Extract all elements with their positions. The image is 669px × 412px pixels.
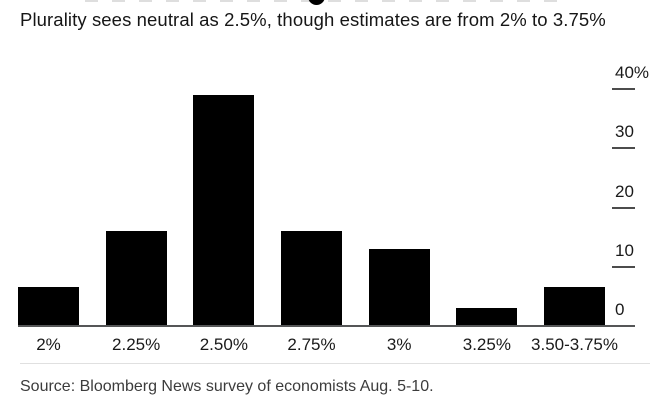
chart-subtitle: Plurality sees neutral as 2.5%, though e…: [20, 9, 606, 30]
y-axis-tick-10: [612, 265, 635, 268]
clipped-headline-descender: [308, 0, 325, 5]
y-axis-label-30: 30: [615, 122, 634, 142]
bar-3.25%: [456, 308, 518, 326]
x-axis-label-2%: 2%: [36, 335, 61, 354]
x-axis-label-3.25%: 3.25%: [462, 335, 511, 354]
x-axis-label-2.25%: 2.25%: [112, 335, 161, 354]
y-axis-tick-40: [612, 88, 635, 90]
y-axis-tick-20: [612, 206, 635, 209]
y-axis-label-20: 20: [615, 181, 634, 201]
y-axis-label-40: 40%: [615, 63, 650, 82]
source-credit: Source: Bloomberg News survey of economi…: [20, 378, 434, 395]
bar-3.50-3.75%: [544, 287, 606, 326]
x-axis-label-2.75%: 2.75%: [287, 335, 336, 354]
y-axis-label-10: 10: [615, 240, 634, 260]
y-axis-tick-30: [612, 147, 635, 150]
x-axis-label-3%: 3%: [386, 335, 412, 354]
source-divider-line: [20, 363, 650, 364]
x-axis-label-3.50-3.75%: 3.50-3.75%: [531, 335, 618, 354]
bar-2%: [18, 287, 79, 326]
bar-2.75%: [281, 231, 342, 326]
bar-2.25%: [105, 231, 167, 326]
bar-2.50%: [193, 94, 255, 326]
x-axis-label-2.50%: 2.50%: [199, 335, 248, 354]
x-axis-line: [18, 325, 635, 327]
y-axis-label-0: 0: [615, 300, 625, 319]
bar-3%: [368, 248, 430, 326]
